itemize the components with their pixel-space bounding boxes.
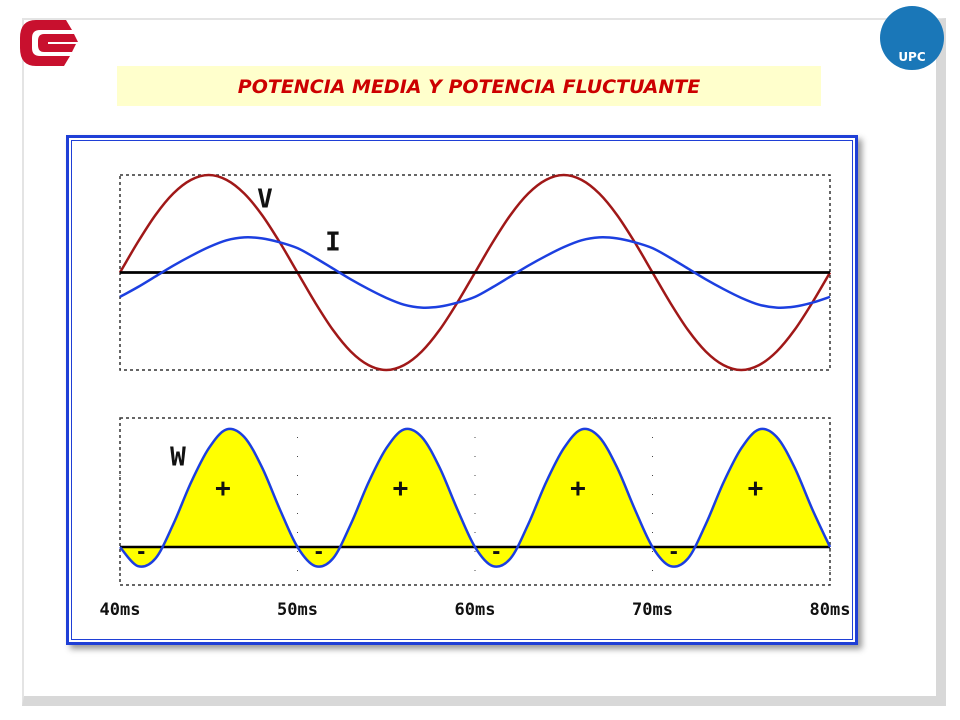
- x-tick-label: 50ms: [277, 600, 318, 620]
- x-tick-label: 80ms: [810, 600, 851, 620]
- line: [119, 236, 831, 309]
- logo-left: [20, 20, 78, 66]
- annotation: +: [215, 473, 231, 503]
- logo-text: UPC: [898, 50, 926, 64]
- annotation: -: [668, 540, 680, 564]
- line: [119, 427, 832, 568]
- annotation: +: [393, 473, 409, 503]
- series-label: W: [170, 443, 186, 473]
- series-label: I: [325, 228, 341, 258]
- annotation: -: [313, 540, 325, 564]
- annotation: +: [570, 473, 586, 503]
- area: [120, 428, 830, 567]
- annotation: -: [490, 540, 502, 564]
- slide-title: POTENCIA MEDIA Y POTENCIA FLUCTUANTE: [117, 66, 821, 106]
- annotation: -: [135, 540, 147, 564]
- slide-frame: [22, 18, 946, 706]
- x-tick-label: 60ms: [455, 600, 496, 620]
- series-label: V: [257, 185, 273, 215]
- logo-upc: UPC: [880, 6, 944, 70]
- annotation: +: [748, 473, 764, 503]
- x-tick-label: 70ms: [632, 600, 673, 620]
- x-tick-label: 40ms: [100, 600, 141, 620]
- chart-panel: [66, 135, 858, 645]
